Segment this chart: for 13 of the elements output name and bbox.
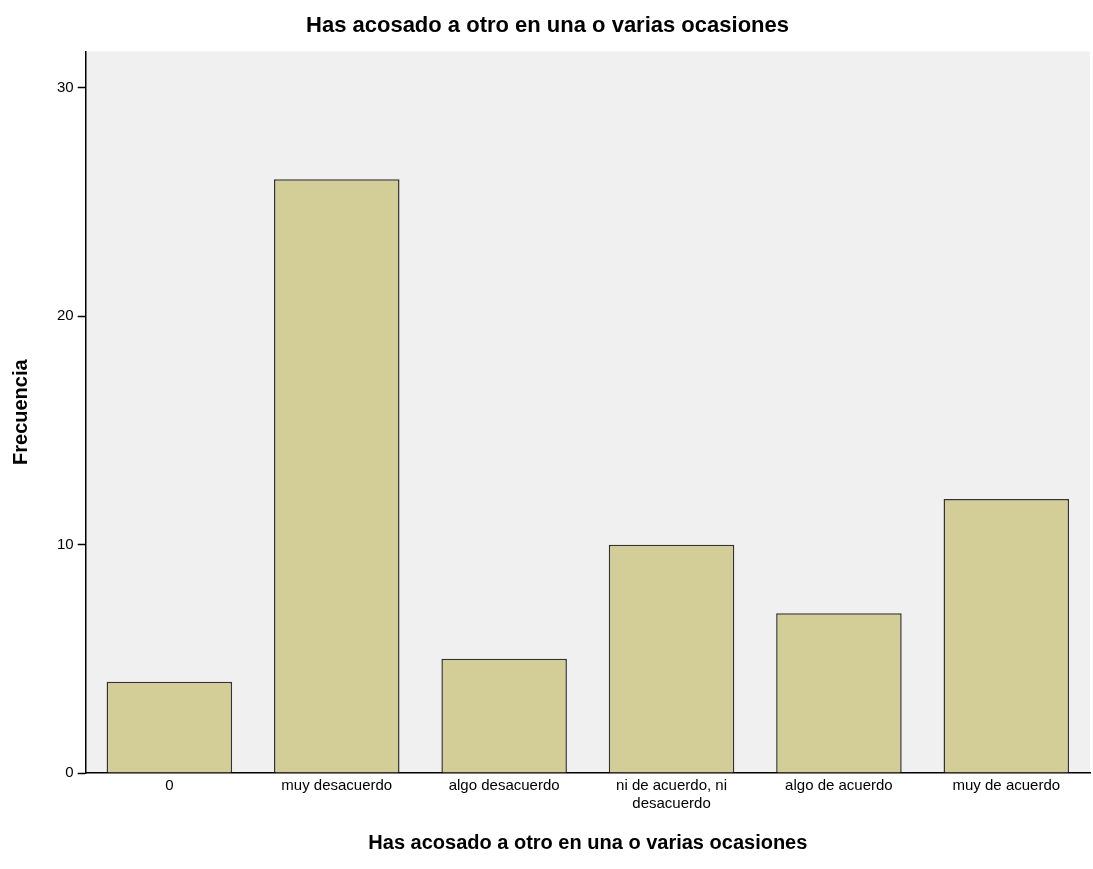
y-tick-label: 0 — [65, 763, 74, 781]
x-axis-title: Has acosado a otro en una o varias ocasiones — [368, 830, 808, 853]
x-tick-label: 0 — [165, 776, 174, 794]
x-tick-label: ni de acuerdo, ni desacuerdo — [616, 776, 727, 812]
x-tick-label: muy desacuerdo — [281, 776, 393, 794]
y-tick-label: 20 — [57, 306, 74, 324]
y-tick-label: 10 — [57, 534, 74, 552]
x-tick-label: algo desacuerdo — [448, 776, 560, 794]
chart-title: Has acosado a otro en una o varias ocasiones — [306, 12, 789, 38]
y-axis-title: Frecuencia — [8, 358, 31, 465]
x-tick-label: algo de acuerdo — [785, 776, 893, 794]
y-tick-label: 30 — [57, 78, 74, 96]
x-tick-label: muy de acuerdo — [952, 776, 1061, 794]
